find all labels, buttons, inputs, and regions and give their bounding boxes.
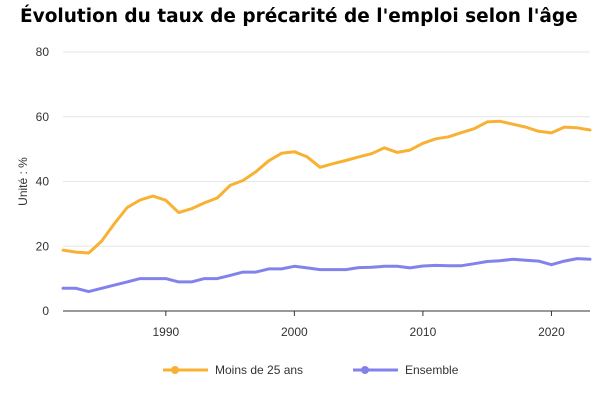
y-tick-label: 40 (36, 175, 50, 189)
x-tick-label: 1990 (152, 325, 179, 339)
x-tick-label: 2010 (410, 325, 437, 339)
gridlines (63, 51, 590, 247)
legend-label: Ensemble (405, 363, 459, 377)
legend-marker (171, 366, 179, 374)
legend-item-1[interactable]: Ensemble (353, 363, 459, 377)
y-tick-label: 0 (42, 304, 49, 318)
axes: 0 20 40 60 80 1990 2000 2010 2020 Unité : % (16, 45, 590, 339)
chart-title: Évolution du taux de précarité de l'empl… (20, 6, 578, 27)
x-tick-label: 2020 (538, 325, 565, 339)
y-axis-label: Unité : % (16, 157, 30, 206)
legend-label: Moins de 25 ans (215, 363, 303, 377)
series-lines (61, 119, 592, 294)
series-line-0[interactable] (61, 119, 592, 255)
x-tick-label: 2000 (281, 325, 308, 339)
legend[interactable]: Moins de 25 ans Ensemble (163, 363, 459, 377)
series-line-1[interactable] (61, 257, 592, 294)
legend-marker (361, 366, 369, 374)
y-tick-label: 60 (36, 110, 50, 124)
y-tick-label: 20 (36, 239, 50, 253)
y-tick-label: 80 (36, 45, 50, 59)
legend-item-0[interactable]: Moins de 25 ans (163, 363, 303, 377)
